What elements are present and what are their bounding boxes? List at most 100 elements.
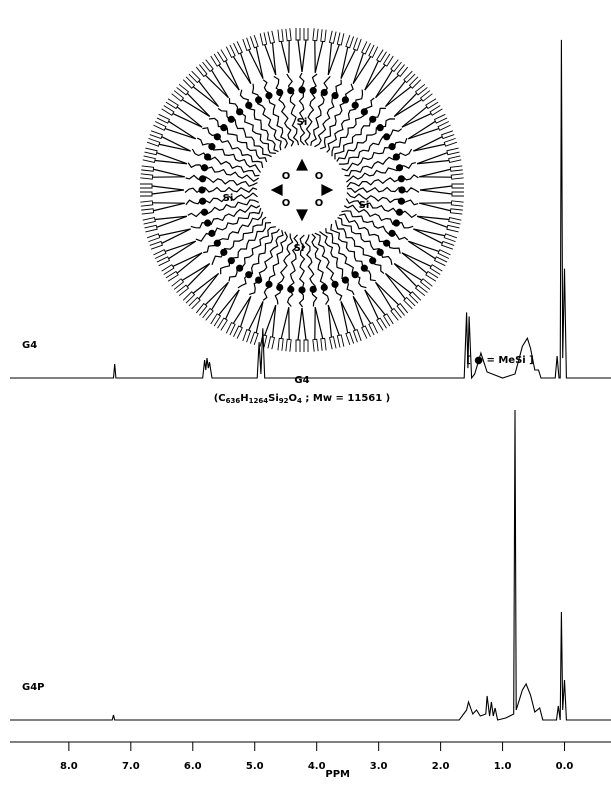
vinyl-end	[304, 28, 308, 40]
vinyl-end	[451, 174, 463, 179]
fork	[153, 203, 184, 211]
fork	[281, 307, 289, 338]
fork	[162, 229, 191, 243]
x-axis-label: PPM	[325, 769, 350, 780]
fork	[153, 169, 184, 177]
vinyl-end	[330, 31, 337, 44]
core-triangle	[297, 210, 307, 220]
vinyl-end	[346, 332, 354, 345]
fork	[353, 296, 370, 323]
vinyl-end	[397, 304, 408, 316]
mesi-dot	[221, 125, 227, 131]
vinyl-end	[234, 41, 243, 54]
fork	[169, 121, 196, 138]
vinyl-end	[421, 91, 433, 102]
vinyl-end	[362, 326, 371, 339]
vinyl-end	[452, 184, 464, 188]
fork	[413, 137, 442, 151]
branch	[311, 76, 331, 145]
branch	[312, 234, 329, 305]
vinyl-end	[250, 332, 258, 345]
x-tick-label: 0.0	[556, 761, 574, 772]
vinyl-end	[435, 114, 448, 123]
vinyl-end	[444, 234, 457, 242]
vinyl-end	[143, 156, 156, 163]
vinyl-end	[346, 35, 354, 48]
core-atom: O	[315, 198, 324, 209]
mesi-dot	[228, 116, 234, 122]
mesi-dot	[299, 287, 305, 293]
mesi-dot	[277, 90, 283, 96]
spectrum	[10, 410, 611, 720]
vinyl-end	[353, 38, 361, 51]
vinyl-end	[286, 28, 291, 40]
vinyl-end	[141, 166, 153, 171]
mesi-dot	[266, 93, 272, 99]
vinyl-end	[177, 285, 189, 296]
mesi-dot	[256, 277, 262, 283]
fork	[353, 296, 363, 327]
mesi-dot	[332, 281, 338, 287]
mesi-dot	[205, 154, 211, 160]
mesi-dot	[384, 240, 390, 246]
formula-text: O	[289, 393, 298, 404]
vinyl-end	[442, 241, 455, 249]
mesi-dot	[389, 230, 395, 236]
mesi-dot	[389, 144, 395, 150]
vinyl-end	[166, 271, 178, 281]
fork	[341, 50, 355, 79]
fork	[165, 241, 196, 251]
mesi-dot	[288, 88, 294, 94]
fork	[408, 121, 435, 138]
mesi-dot	[352, 102, 358, 108]
vinyl-end	[211, 314, 221, 326]
vinyl-end	[416, 285, 428, 296]
subscript: 1264	[249, 397, 269, 405]
vinyl-end	[140, 174, 152, 179]
fork	[353, 57, 370, 84]
mesi-dot	[399, 187, 405, 193]
vinyl-end	[243, 38, 251, 51]
vinyl-end	[153, 122, 166, 131]
vinyl-end	[218, 50, 228, 62]
mesi-dot	[393, 220, 399, 226]
vinyl-end	[369, 45, 378, 58]
vinyl-end	[383, 54, 393, 66]
formula-text: (C	[214, 393, 226, 404]
mesi-dot	[396, 209, 402, 215]
branch	[186, 175, 258, 186]
subscript: 92	[279, 397, 289, 405]
fork	[281, 41, 289, 72]
core-atom: O	[315, 171, 324, 182]
x-tick-label: 5.0	[246, 761, 264, 772]
vinyl-end	[391, 309, 402, 321]
vinyl-end	[397, 65, 408, 77]
x-tick-label: 4.0	[308, 761, 326, 772]
mesi-dot	[237, 109, 243, 115]
formula-text: Si	[268, 393, 279, 404]
fork	[152, 190, 184, 194]
branch	[275, 234, 292, 305]
core-atom: Si	[359, 200, 370, 211]
x-tick-label: 1.0	[494, 761, 512, 772]
mesi-dot	[398, 176, 404, 182]
vinyl-end	[416, 84, 428, 95]
mesi-dot	[396, 165, 402, 171]
vinyl-end	[377, 318, 387, 330]
branch	[185, 188, 257, 193]
vinyl-end	[140, 201, 152, 206]
dendrimer-drawing	[140, 28, 464, 352]
core-triangle	[272, 185, 282, 195]
mesi-dot	[288, 286, 294, 292]
fork	[241, 296, 251, 327]
mesi-dot	[370, 258, 376, 264]
fork	[420, 190, 452, 194]
core-atom: Si	[294, 243, 305, 254]
vinyl-end	[435, 257, 448, 266]
mesi-dot	[361, 109, 367, 115]
fork	[341, 301, 348, 333]
branch	[306, 235, 317, 307]
subscript: 636	[226, 397, 241, 405]
vinyl-end	[150, 241, 163, 249]
fork	[165, 129, 196, 139]
